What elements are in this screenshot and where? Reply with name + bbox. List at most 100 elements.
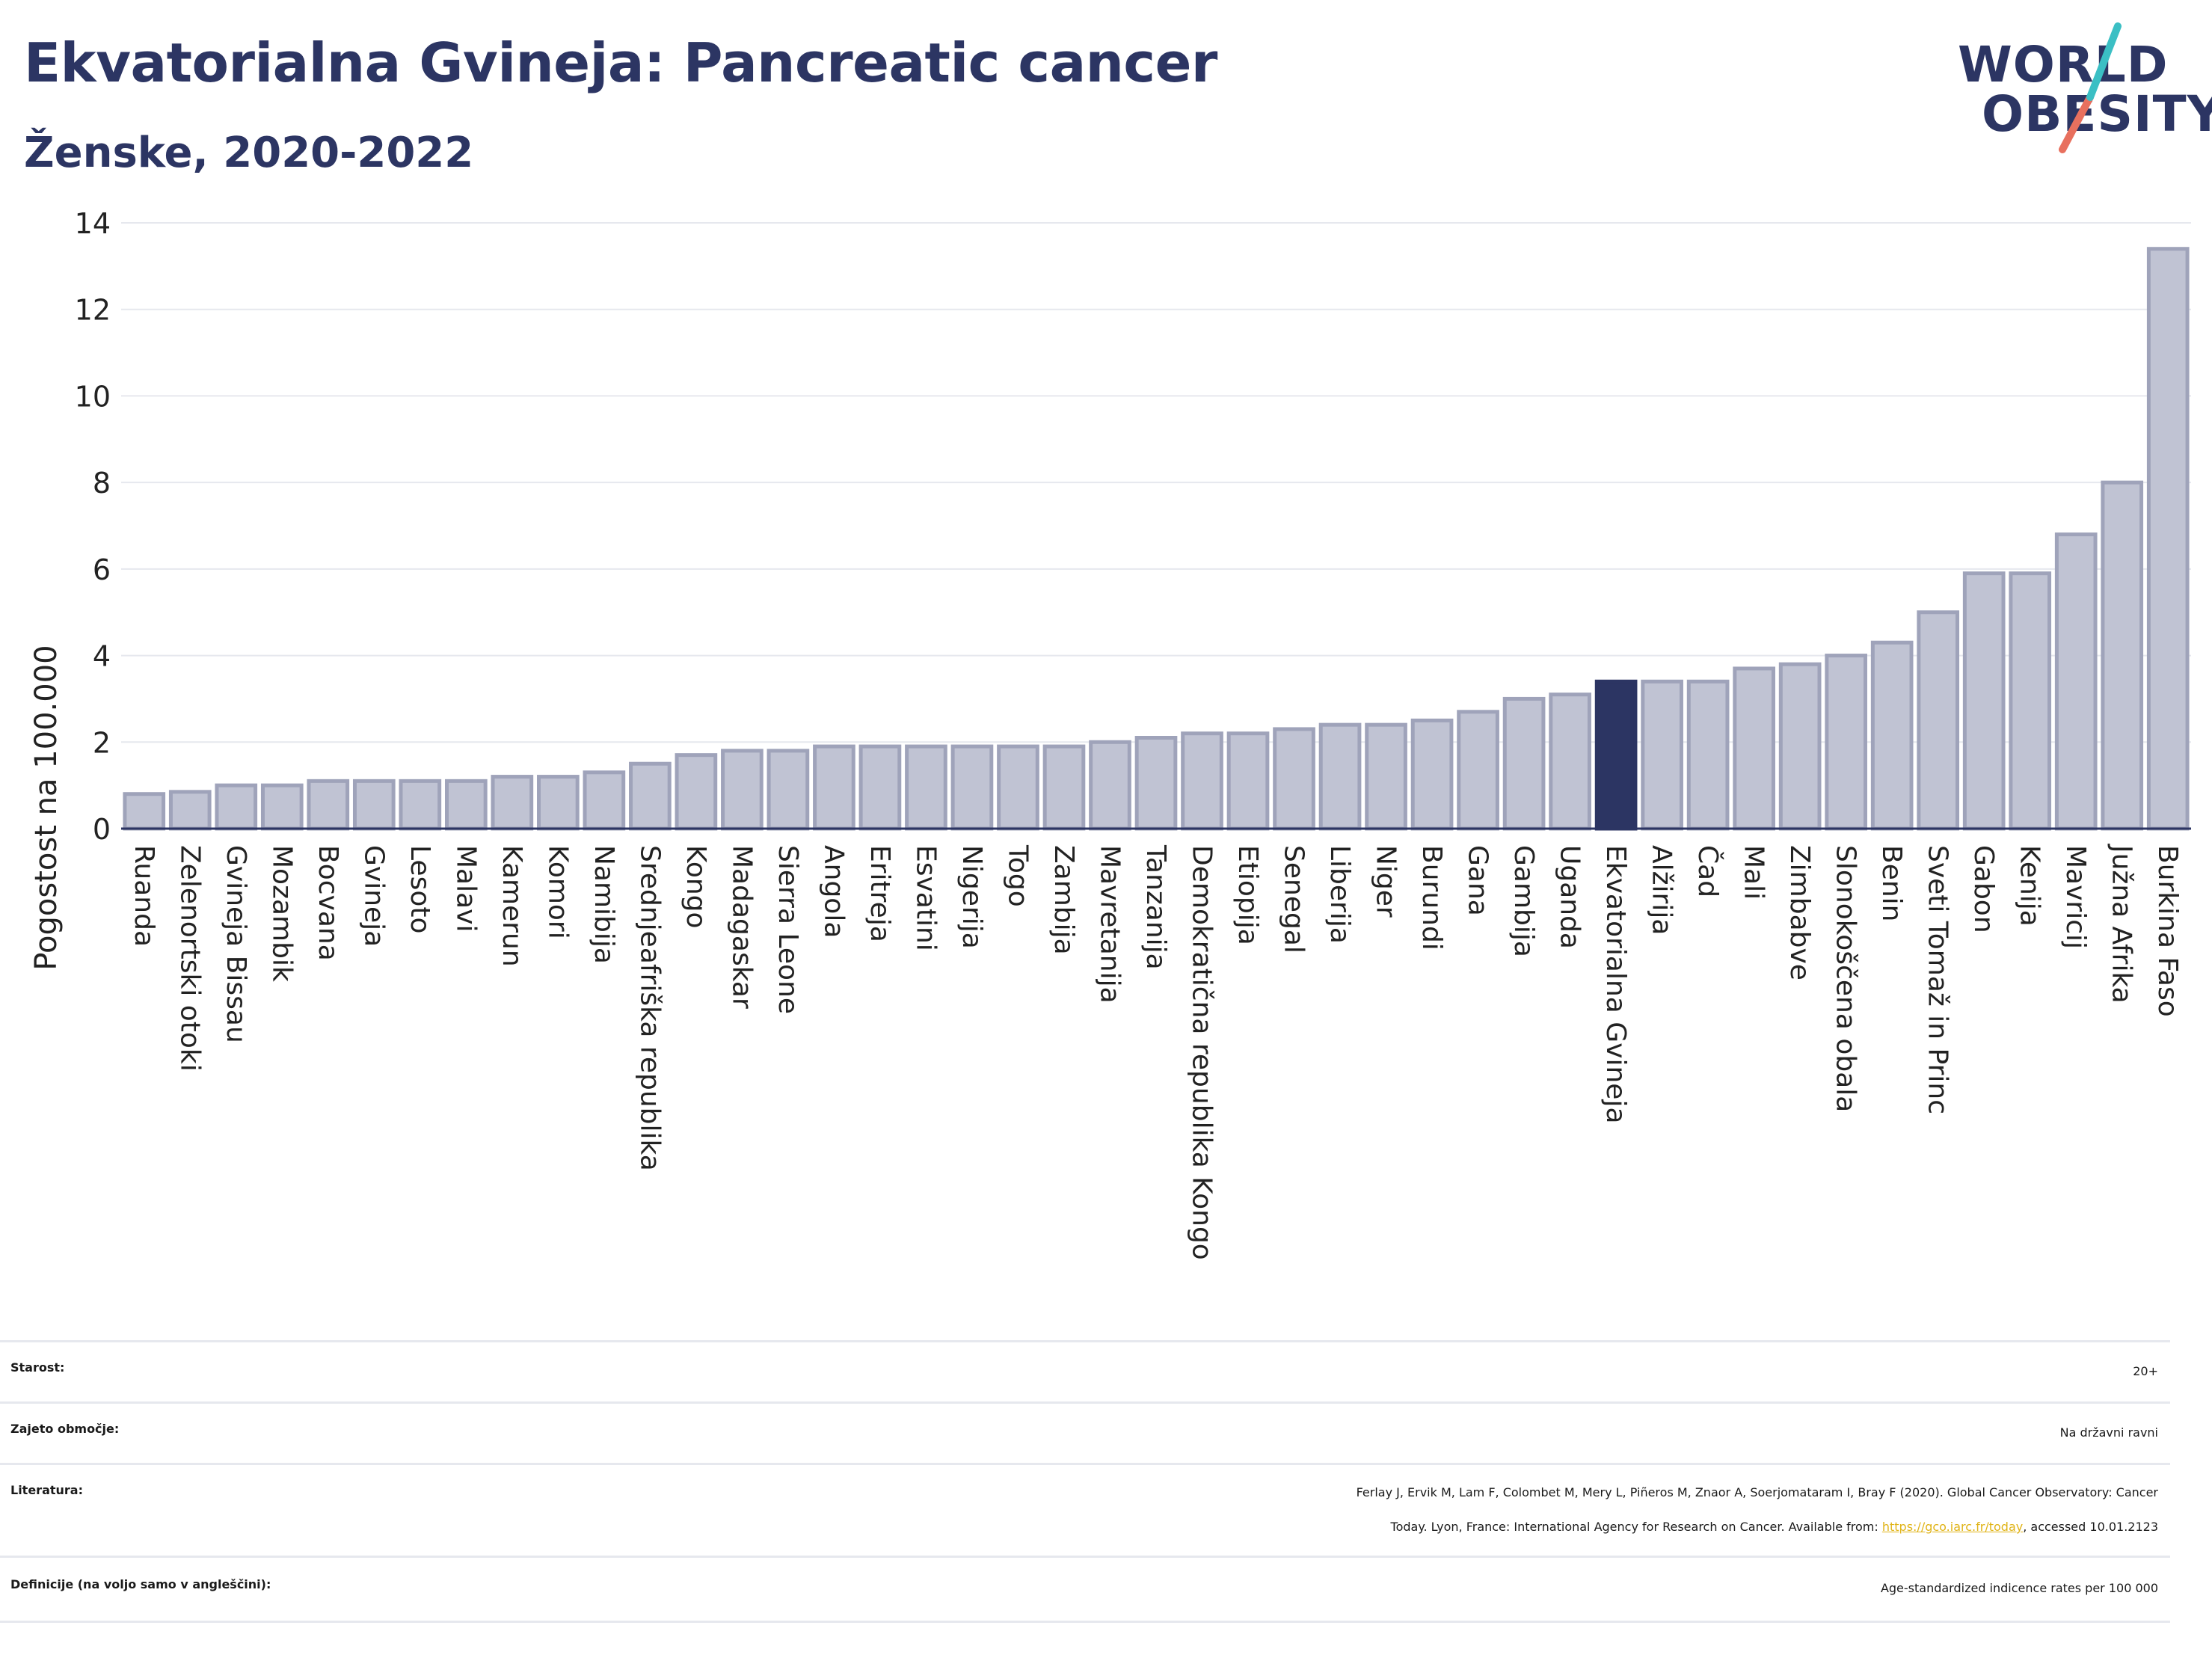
bar <box>583 770 626 831</box>
bar <box>2054 532 2098 831</box>
x-tick-label: Nigerija <box>956 845 987 949</box>
bar <box>1181 731 1223 831</box>
x-tick-label: Liberija <box>1324 845 1355 944</box>
bar <box>629 761 672 831</box>
x-tick-label: Srednjeafriška republika <box>634 845 665 1171</box>
bar <box>1917 610 1960 831</box>
bar <box>1365 722 1407 831</box>
bar <box>1962 571 2006 831</box>
info-row-definitions: Definicije (na voljo samo v angleščini):… <box>0 1556 2170 1623</box>
bar <box>1641 679 1683 831</box>
bar <box>766 749 810 831</box>
bar-chart: 0 2 4 6 8 10 12 14 Ruanda Zelenortski otoki Gvinej… <box>75 207 2191 1260</box>
x-tick-label: Burundi <box>1416 845 1447 951</box>
bar <box>399 779 442 831</box>
x-tick-label: Angola <box>818 845 849 938</box>
x-tick-label: Eritreja <box>864 845 895 942</box>
bar <box>905 744 947 831</box>
coverage-label: Zajeto območje: <box>10 1422 120 1436</box>
x-tick-label: Gana <box>1463 845 1493 916</box>
bar <box>1042 744 1086 831</box>
logo-slash-icon <box>2059 22 2122 153</box>
bar <box>1226 731 1270 831</box>
definitions-label: Definicije (na voljo samo v angleščini): <box>10 1577 271 1591</box>
bar <box>1549 693 1591 831</box>
x-tick-label: Komori <box>542 845 573 939</box>
y-tick-label: 12 <box>75 294 111 327</box>
bar <box>1870 640 1914 831</box>
bar <box>168 790 212 831</box>
x-tick-label: Malavi <box>450 845 481 933</box>
x-tick-label: Mavretanija <box>1094 845 1125 1004</box>
references-value: Ferlay J, Ervik M, Lam F, Colombet M, Me… <box>1357 1476 2158 1544</box>
bar <box>352 779 396 831</box>
info-row-references: Literatura: Ferlay J, Ervik M, Lam F, Co… <box>0 1463 2170 1558</box>
bar <box>1457 710 1499 831</box>
bar <box>2009 571 2052 831</box>
bar <box>260 783 304 831</box>
page-title: Ekvatorialna Gvineja: Pancreatic cancer <box>24 31 1217 94</box>
bar <box>1273 727 1315 831</box>
x-tick-label: Zambija <box>1048 845 1079 955</box>
x-tick-label: Slonokoščena obala <box>1831 845 1861 1112</box>
bar <box>1594 679 1638 831</box>
references-link[interactable]: https://gco.iarc.fr/today <box>1881 1520 2024 1534</box>
y-tick-label: 14 <box>75 207 111 240</box>
x-tick-label: Gabon <box>1968 845 1999 933</box>
x-tick-label: Kongo <box>681 845 711 929</box>
bar <box>858 744 902 831</box>
x-tick-label: Gvineja Bissau <box>221 845 251 1043</box>
bar <box>997 744 1039 831</box>
x-tick-label: Čad <box>1692 845 1724 897</box>
x-tick-label: Gambija <box>1508 845 1539 957</box>
x-tick-label: Južna Afrika <box>2107 844 2137 1004</box>
bar <box>1089 740 1131 831</box>
age-label: Starost: <box>10 1360 65 1375</box>
bar <box>215 783 258 831</box>
x-tick-label: Kenija <box>2015 845 2045 927</box>
x-tick-label: Bocvana <box>313 845 343 961</box>
references-line-2-start: Today. Lyon, France: International Agenc… <box>1390 1520 1882 1534</box>
references-line-2-end: , accessed 10.01.2123 <box>2023 1520 2158 1534</box>
bar <box>1733 666 1775 831</box>
bar <box>444 779 488 831</box>
y-tick-label: 4 <box>93 640 111 673</box>
logo-line-world: WORLD <box>1958 36 2169 93</box>
x-tick-label: Madagaskar <box>726 845 757 1009</box>
x-tick-label: Alžirija <box>1647 845 1677 935</box>
references-line-1: Ferlay J, Ervik M, Lam F, Colombet M, Me… <box>1356 1485 2158 1499</box>
bar <box>1502 696 1546 831</box>
age-value: 20+ <box>2133 1364 2158 1378</box>
references-line-2: Today. Lyon, France: International Agenc… <box>1357 1510 2158 1544</box>
x-tick-label: Kamerun <box>497 845 527 967</box>
bar <box>1134 736 1178 831</box>
bar <box>2101 480 2144 831</box>
world-obesity-logo[interactable]: WORLD OBESITY <box>1952 22 2212 157</box>
bar <box>2146 247 2190 831</box>
bar <box>1825 654 1868 831</box>
x-tick-label: Mozambik <box>266 845 297 982</box>
x-tick-label: Uganda <box>1555 845 1585 949</box>
bar <box>1410 718 1454 831</box>
x-tick-label: Togo <box>1002 844 1033 907</box>
y-tick-label: 8 <box>93 467 111 500</box>
info-row-age: Starost: 20+ <box>0 1340 2170 1404</box>
definitions-value: Age-standardized indicence rates per 100… <box>1880 1581 2158 1595</box>
x-tick-label: Gvineja <box>358 845 389 947</box>
y-tick-label: 6 <box>93 553 111 586</box>
bar <box>537 775 580 831</box>
y-tick-label: 2 <box>93 726 111 759</box>
x-tick-label: Sveti Tomaž in Princ <box>1923 845 1953 1114</box>
x-tick-label: Namibija <box>589 845 619 964</box>
x-tick-label: Mavricij <box>2060 845 2091 949</box>
x-tick-label: Sierra Leone <box>772 845 803 1014</box>
bar <box>123 792 166 831</box>
bar <box>1778 662 1822 831</box>
x-tick-label: Ruanda <box>129 845 159 947</box>
y-tick-label: 0 <box>93 813 111 846</box>
page-subtitle: Ženske, 2020-2022 <box>24 129 474 177</box>
x-tick-label: Benin <box>1876 845 1907 921</box>
x-tick-label: Zelenortski otoki <box>174 845 205 1072</box>
x-tick-label: Lesoto <box>405 845 435 934</box>
x-tick-label: Tanzanija <box>1140 844 1171 970</box>
